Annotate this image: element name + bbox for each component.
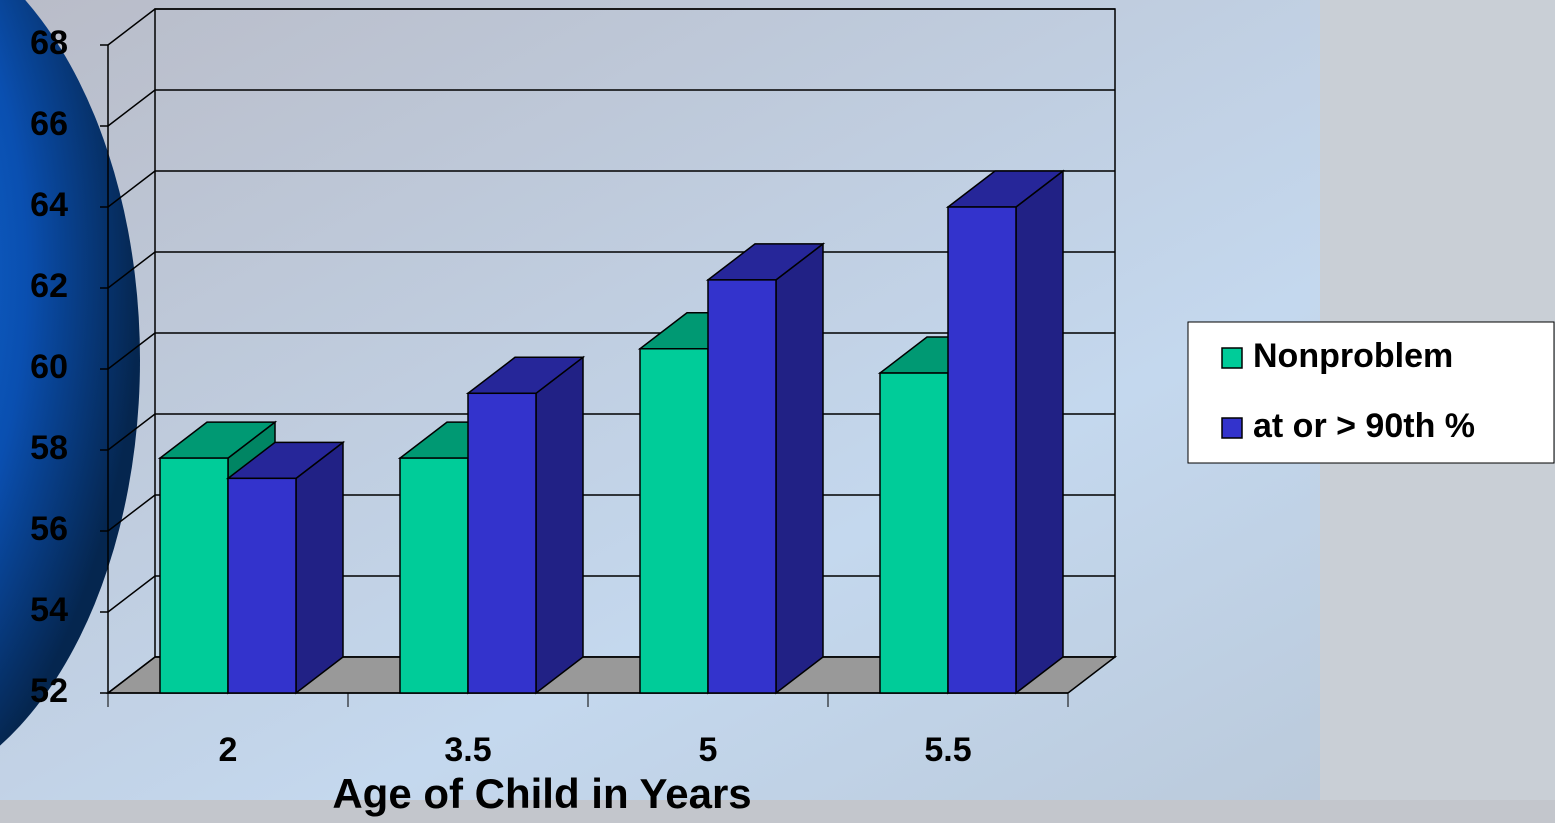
bar [159, 457, 229, 694]
y-tick-label: 66 [30, 105, 68, 143]
grid-line [107, 8, 1115, 46]
bar-side [775, 242, 824, 695]
legend-label: Nonproblem [1253, 337, 1453, 375]
grid-line [107, 170, 1115, 208]
y-tick-label: 54 [30, 591, 68, 629]
bar [707, 279, 777, 694]
bar-side [535, 355, 584, 695]
bar [639, 348, 709, 694]
sphere [0, 0, 140, 746]
x-tick-label: 5.5 [924, 731, 971, 769]
grid-line [107, 89, 1115, 127]
y-tick-label: 56 [30, 510, 68, 548]
bar [227, 477, 297, 694]
y-tick-label: 62 [30, 267, 68, 305]
legend-swatch [1221, 417, 1243, 439]
legend-swatch [1221, 347, 1243, 369]
legend [1187, 321, 1555, 464]
bar [879, 372, 949, 694]
x-tick-label: 2 [219, 731, 238, 769]
y-tick-label: 60 [30, 348, 68, 386]
bar [947, 206, 1017, 694]
plot: 52 54 56 58 60 62 64 66 68 2 3.5 5 5.5 [30, 8, 1118, 769]
background-band [0, 800, 1555, 823]
bar-side [1015, 169, 1064, 695]
y-tick-label: 52 [30, 672, 68, 710]
legend-items: Nonproblem at or > 90th % [1221, 337, 1475, 445]
bar [467, 392, 537, 694]
bar-side [295, 440, 344, 695]
y-tick-label: 64 [30, 186, 68, 224]
x-tick-label: 3.5 [444, 731, 491, 769]
y-tick-label: 58 [30, 429, 68, 467]
legend-label: at or > 90th % [1253, 407, 1475, 445]
bar [399, 457, 469, 694]
x-tick-label: 5 [699, 731, 718, 769]
y-tick-label: 68 [30, 24, 68, 62]
x-axis-title: Age of Child in Years [332, 770, 751, 817]
